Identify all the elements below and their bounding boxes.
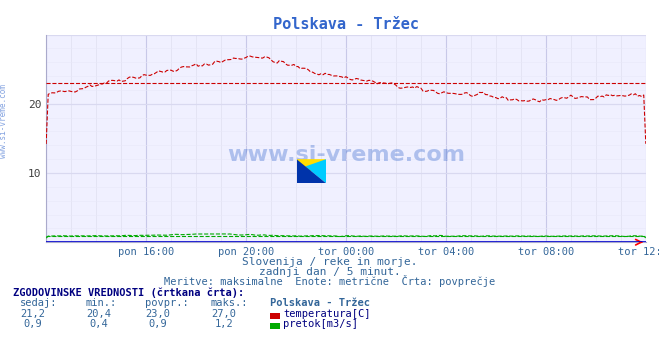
- Text: pretok[m3/s]: pretok[m3/s]: [283, 319, 358, 329]
- Text: 0,4: 0,4: [90, 319, 108, 329]
- Polygon shape: [306, 159, 326, 183]
- Text: 1,2: 1,2: [215, 319, 233, 329]
- Text: Slovenija / reke in morje.: Slovenija / reke in morje.: [242, 257, 417, 267]
- Text: 0,9: 0,9: [24, 319, 42, 329]
- Text: 23,0: 23,0: [146, 309, 171, 319]
- Text: ZGODOVINSKE VREDNOSTI (črtkana črta):: ZGODOVINSKE VREDNOSTI (črtkana črta):: [13, 287, 244, 298]
- Text: www.si-vreme.com: www.si-vreme.com: [227, 145, 465, 165]
- Text: 21,2: 21,2: [20, 309, 45, 319]
- Polygon shape: [297, 159, 326, 183]
- Text: Meritve: maksimalne  Enote: metrične  Črta: povprečje: Meritve: maksimalne Enote: metrične Črta…: [164, 275, 495, 288]
- Text: povpr.:: povpr.:: [145, 298, 188, 308]
- Title: Polskava - Tržec: Polskava - Tržec: [273, 17, 419, 32]
- Text: temperatura[C]: temperatura[C]: [283, 309, 371, 319]
- Text: Polskava - Tržec: Polskava - Tržec: [270, 298, 370, 308]
- Polygon shape: [297, 159, 326, 183]
- Text: zadnji dan / 5 minut.: zadnji dan / 5 minut.: [258, 267, 401, 277]
- Text: www.si-vreme.com: www.si-vreme.com: [0, 84, 8, 158]
- Text: 0,9: 0,9: [149, 319, 167, 329]
- Text: maks.:: maks.:: [211, 298, 248, 308]
- Text: sedaj:: sedaj:: [20, 298, 57, 308]
- Text: 20,4: 20,4: [86, 309, 111, 319]
- Text: min.:: min.:: [86, 298, 117, 308]
- Text: 27,0: 27,0: [212, 309, 237, 319]
